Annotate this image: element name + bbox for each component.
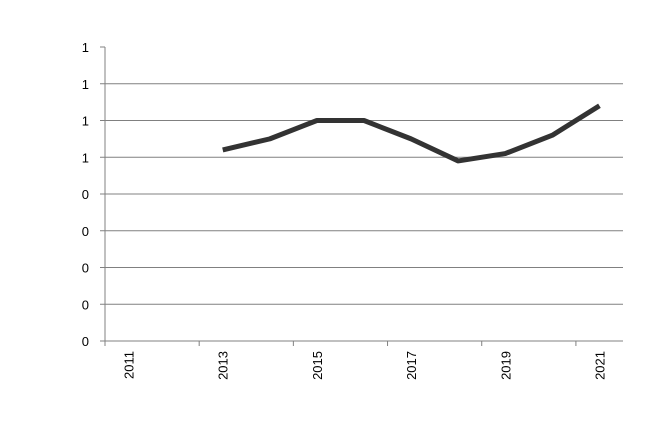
series-line [222, 103, 601, 164]
series-layer [222, 103, 601, 164]
y-tick-label: 1 [82, 40, 89, 55]
y-tick-label: 0 [82, 224, 89, 239]
x-tick-label: 2011 [122, 351, 137, 379]
y-tick-label: 0 [82, 297, 89, 312]
tick-labels: 0 0 0 0 0 1 1 1 1 2011 2013 2015 2017 2019 2021 [82, 40, 608, 380]
x-tick-label: 2021 [592, 351, 607, 380]
x-tick-label: 2015 [310, 351, 325, 380]
x-tick-label: 2013 [216, 351, 231, 380]
x-tick-label: 2019 [498, 351, 513, 380]
y-tick-label: 1 [82, 114, 89, 129]
y-tick-label: 1 [82, 77, 89, 92]
y-tick-label: 0 [82, 334, 89, 349]
axes [100, 46, 623, 346]
gridlines [105, 83, 623, 305]
y-tick-label: 1 [82, 150, 89, 165]
y-tick-label: 0 [82, 187, 89, 202]
y-tick-label: 0 [82, 261, 89, 276]
x-tick-label: 2017 [404, 351, 419, 380]
